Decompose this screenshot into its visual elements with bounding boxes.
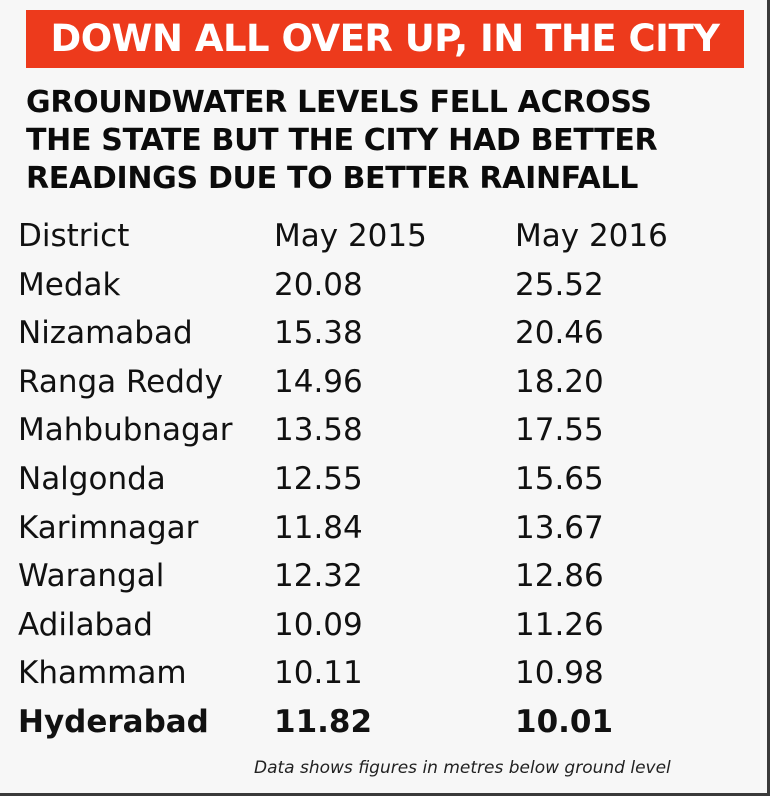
cell-may-2015: 14.96 [274, 363, 363, 400]
table-row: Ranga Reddy 14.96 18.20 [18, 358, 758, 407]
cell-may-2015: 10.09 [274, 606, 363, 643]
cell-may-2016: 10.98 [515, 655, 604, 692]
cell-district: Hyderabad [18, 703, 209, 740]
table-row: Mahbubnagar 13.58 17.55 [18, 406, 758, 455]
cell-may-2016: 17.55 [515, 412, 604, 449]
cell-district: Mahbubnagar [18, 412, 233, 449]
subtitle-line: GROUNDWATER LEVELS FELL ACROSS [26, 85, 652, 120]
table-row: Khammam 10.11 10.98 [18, 649, 758, 698]
subtitle-line: READINGS DUE TO BETTER RAINFALL [26, 161, 639, 196]
footnote: Data shows figures in metres below groun… [254, 758, 671, 778]
groundwater-table: District May 2015 May 2016 Medak 20.08 25.… [18, 212, 758, 747]
cell-district: Nizamabad [18, 315, 193, 352]
cell-district: Medak [18, 266, 121, 303]
table-row: Warangal 12.32 12.86 [18, 552, 758, 601]
cell-may-2016: 18.20 [515, 363, 604, 400]
cell-may-2015: 12.32 [274, 558, 363, 595]
cell-district: Khammam [18, 655, 187, 692]
cell-may-2016: 25.52 [515, 266, 604, 303]
table-row: Hyderabad 11.82 10.01 [18, 698, 758, 747]
cell-may-2015: 13.58 [274, 412, 363, 449]
cell-district: Karimnagar [18, 509, 199, 546]
cell-may-2016: 12.86 [515, 558, 604, 595]
cell-may-2016: 15.65 [515, 460, 604, 497]
cell-may-2015: 15.38 [274, 315, 363, 352]
table-row: Nizamabad 15.38 20.46 [18, 309, 758, 358]
cell-may-2015: 11.82 [274, 703, 373, 740]
cell-may-2015: 11.84 [274, 509, 363, 546]
table-row: Adilabad 10.09 11.26 [18, 601, 758, 650]
cell-may-2015: 20.08 [274, 266, 363, 303]
cell-district: Nalgonda [18, 460, 166, 497]
table-row: Nalgonda 12.55 15.65 [18, 455, 758, 504]
column-header-may-2016: May 2016 [515, 218, 668, 254]
table-header-row: District May 2015 May 2016 [18, 212, 758, 261]
cell-may-2015: 12.55 [274, 460, 363, 497]
cell-may-2015: 10.11 [274, 655, 363, 692]
table-row: Medak 20.08 25.52 [18, 261, 758, 310]
table-row: Karimnagar 11.84 13.67 [18, 504, 758, 553]
cell-may-2016: 20.46 [515, 315, 604, 352]
cell-may-2016: 13.67 [515, 509, 604, 546]
cell-may-2016: 11.26 [515, 606, 604, 643]
subtitle: GROUNDWATER LEVELS FELL ACROSS THE STATE… [26, 84, 746, 198]
headline-banner: DOWN ALL OVER UP, IN THE CITY [26, 10, 744, 68]
cell-district: Ranga Reddy [18, 363, 223, 400]
column-header-may-2015: May 2015 [274, 218, 427, 254]
column-header-district: District [18, 218, 130, 254]
cell-district: Warangal [18, 558, 165, 595]
table-body: Medak 20.08 25.52 Nizamabad 15.38 20.46 Ranga … [18, 261, 758, 747]
subtitle-line: THE STATE BUT THE CITY HAD BETTER [26, 123, 658, 158]
cell-district: Adilabad [18, 606, 153, 643]
cell-may-2016: 10.01 [515, 703, 614, 740]
